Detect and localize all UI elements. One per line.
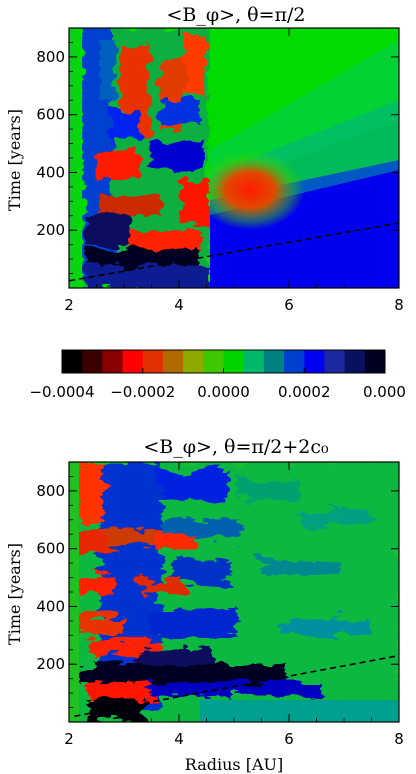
colorbar-swatch [102, 350, 124, 373]
panel-2-ylabel: Time [years] [5, 543, 24, 645]
panel-2-left-strip [69, 462, 79, 722]
panel-2-lower-wedge [200, 700, 399, 722]
colorbar-swatch [344, 350, 366, 373]
x-tick-label: 8 [394, 296, 404, 314]
panel-2-turbulent-field [69, 462, 399, 722]
y-tick-label: 600 [36, 540, 65, 558]
colorbar-swatch [203, 350, 224, 373]
colorbar-tick-label: 0.0002 [278, 383, 331, 401]
colorbar-swatch [324, 350, 346, 373]
colorbar-swatch [263, 350, 285, 373]
panel-1-inner-green [69, 28, 84, 288]
x-tick-label: 4 [174, 730, 184, 748]
panel-2-dashed-line [74, 654, 399, 718]
x-tick-label: 2 [64, 730, 74, 748]
x-tick-label: 8 [394, 730, 404, 748]
panel-2-ticks: 2 4 6 8 200 400 600 800 [36, 461, 404, 748]
panel-1-dashed-line [69, 222, 399, 282]
colorbar-swatch [162, 350, 184, 373]
panel-2: <B_φ>, θ=π/2+2c₀ [5, 436, 404, 774]
panel-1-title: <B_φ>, θ=π/2 [166, 4, 305, 26]
x-tick-label: 6 [284, 730, 294, 748]
y-tick-label: 400 [36, 163, 65, 181]
y-tick-label: 400 [36, 597, 65, 615]
colorbar-swatch [62, 350, 83, 373]
colorbar-swatch [284, 350, 305, 373]
colorbar-swatch [122, 350, 144, 373]
panel-2-xlabel: Radius [AU] [185, 755, 283, 774]
colorbar-swatches [62, 350, 386, 373]
x-tick-label: 4 [174, 296, 184, 314]
y-tick-label: 800 [36, 48, 65, 66]
panel-1: <B_φ>, θ=π/2 [5, 4, 404, 314]
colorbar-swatch [223, 350, 245, 373]
colorbar-swatch [142, 350, 164, 373]
y-tick-label: 800 [36, 482, 65, 500]
panel-2-heatmap [69, 462, 399, 722]
colorbar-swatch [183, 350, 204, 373]
colorbar-tick-label: 0.000 [363, 383, 406, 401]
colorbar-tick-label: 0.0000 [197, 383, 250, 401]
colorbar-tick-label: −0.0004 [29, 383, 94, 401]
colorbar-tick-label: −0.0002 [110, 383, 175, 401]
y-tick-label: 200 [36, 655, 65, 673]
colorbar-swatch [82, 350, 103, 373]
panel-1-turbulent-zone [82, 28, 210, 288]
y-tick-label: 200 [36, 221, 65, 239]
x-tick-label: 2 [64, 296, 74, 314]
panel-1-ticks: 2 4 6 8 200 400 600 800 [36, 27, 404, 314]
colorbar: −0.0004 −0.0002 0.0000 0.0002 0.000 [29, 349, 406, 401]
colorbar-swatch [364, 350, 386, 373]
colorbar-swatch [304, 350, 325, 373]
colorbar-ticks: −0.0004 −0.0002 0.0000 0.0002 0.000 [29, 368, 406, 401]
y-tick-label: 600 [36, 106, 65, 124]
colorbar-swatch [243, 350, 265, 373]
panel-1-heatmap [69, 28, 399, 288]
x-tick-label: 6 [284, 296, 294, 314]
panel-1-red-blob [195, 150, 305, 230]
panel-1-ylabel: Time [years] [5, 109, 24, 211]
panel-2-title: <B_φ>, θ=π/2+2c₀ [143, 436, 329, 458]
